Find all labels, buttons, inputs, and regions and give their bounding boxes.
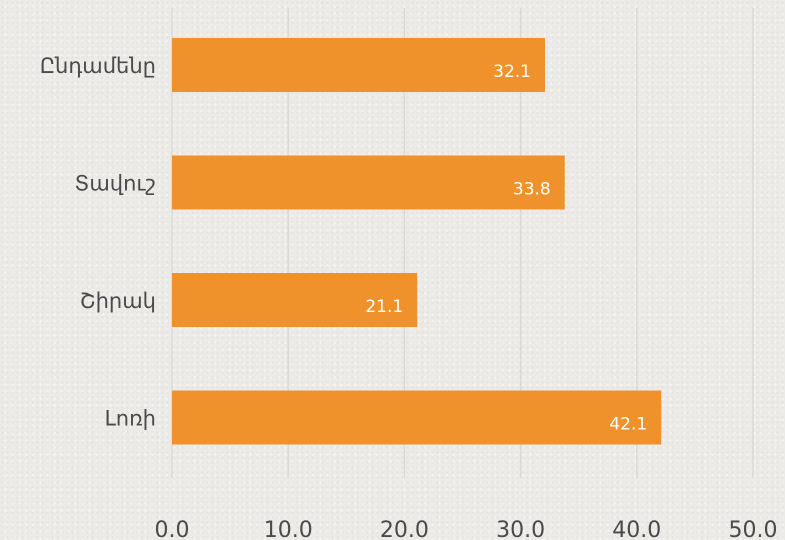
x-tick-label-2: 20.0: [380, 518, 429, 540]
x-tick-label-3: 30.0: [496, 518, 545, 540]
x-tick-label-1: 10.0: [264, 518, 313, 540]
data-label-2: 21.1: [365, 297, 403, 317]
category-labels: Ընդամենը Տավուշ Շիրակ Լոռի: [40, 54, 156, 431]
category-label-1: Տավուշ: [75, 172, 156, 196]
data-label-1: 33.8: [513, 180, 551, 200]
x-tick-label-0: 0.0: [155, 518, 190, 540]
data-label-3: 42.1: [609, 415, 647, 435]
bar-1: [172, 155, 565, 210]
category-label-2: Շիրակ: [80, 289, 156, 313]
bar-2: [172, 273, 418, 327]
bar-0: [172, 38, 546, 92]
x-axis-tick-labels: 0.0 10.0 20.0 30.0 40.0 50.0: [155, 518, 778, 540]
category-label-3: Լոռի: [105, 407, 156, 431]
x-tick-label-5: 50.0: [729, 518, 778, 540]
bar-3: [172, 390, 662, 445]
data-label-0: 32.1: [493, 62, 531, 82]
x-tick-label-4: 40.0: [612, 518, 661, 540]
category-label-0: Ընդամենը: [40, 54, 156, 78]
bars: 32.1 33.8 21.1 42.1: [172, 38, 662, 445]
